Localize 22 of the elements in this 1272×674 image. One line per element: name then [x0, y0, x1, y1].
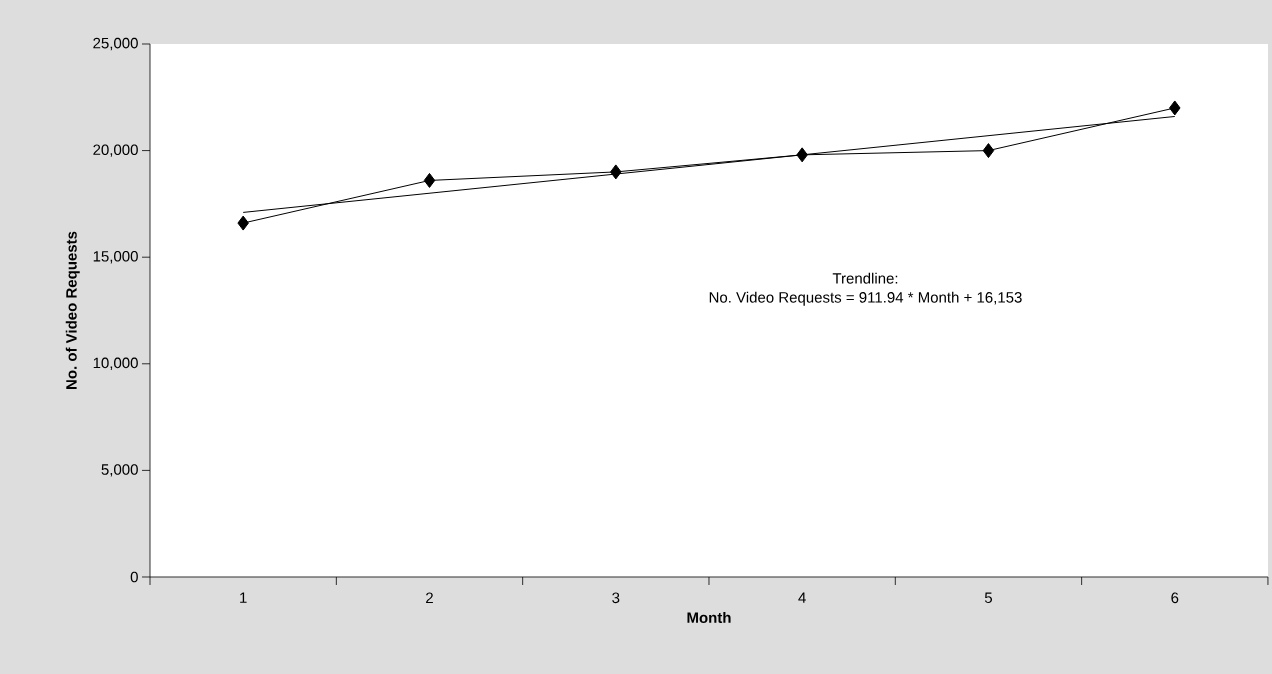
- x-tick-label: 2: [426, 592, 433, 603]
- point: [796, 147, 808, 163]
- x-tick-label: 3: [612, 592, 620, 604]
- y-axis-title: No. of Video Requests: [65, 231, 80, 389]
- point: [610, 164, 622, 180]
- y-tick-label: 10,000: [93, 357, 138, 370]
- y-tick-label: 20,000: [93, 144, 138, 157]
- point: [982, 143, 995, 159]
- y-tick-label: 15,000: [93, 250, 138, 264]
- x-tick-label: 4: [798, 592, 806, 603]
- point: [423, 172, 436, 188]
- x-axis-title: Month: [687, 612, 731, 624]
- x-tick-label: 5: [984, 592, 993, 603]
- x-tick-label: 6: [1171, 592, 1179, 604]
- y-tick-label: 0: [130, 571, 138, 583]
- annotation: No. Video Requests = 911.94 * Month + 16,153: [709, 291, 1022, 306]
- point: [237, 215, 249, 231]
- y-tick-label: 5,000: [101, 464, 138, 477]
- x-tick-label: 1: [240, 592, 247, 603]
- point: [1169, 100, 1181, 116]
- annotation: Trendline:: [832, 272, 898, 284]
- y-tick-label: 25,000: [93, 37, 138, 51]
